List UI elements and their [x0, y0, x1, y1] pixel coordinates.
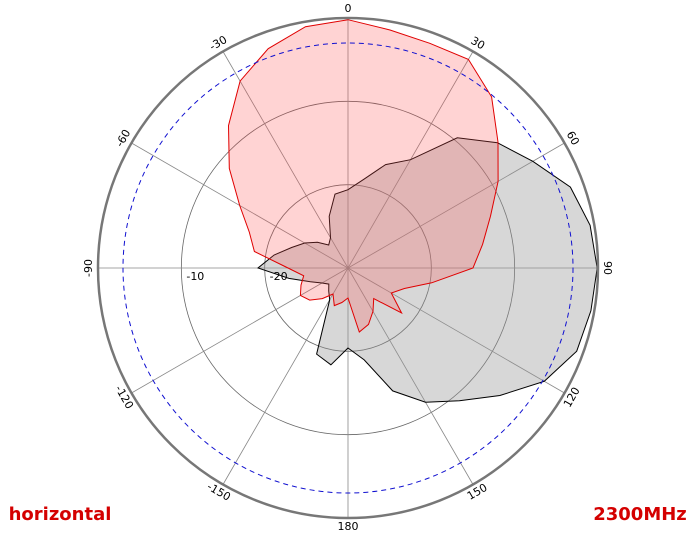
theta-tick-label: -90 [82, 259, 95, 277]
theta-tick-label: -120 [112, 383, 136, 411]
theta-tick-label: 60 [564, 129, 582, 148]
r-tick-label: -10 [186, 270, 204, 283]
grid-spoke [222, 267, 349, 485]
corner-label: 2300MHz [593, 504, 687, 525]
grid-spoke [131, 267, 349, 394]
grid-spoke [222, 51, 349, 269]
theta-tick-label: -150 [205, 480, 233, 504]
theta-tick-label: 30 [468, 34, 487, 52]
theta-tick-label: 150 [465, 481, 490, 503]
pattern-trace [227, 19, 499, 333]
reference-circle [122, 42, 574, 494]
grid-spoke [347, 267, 565, 394]
theta-tick-label: 90 [601, 261, 614, 275]
theta-tick-label: 180 [338, 520, 359, 530]
pattern-trace [256, 137, 598, 403]
corner-label: horizontal [9, 504, 112, 525]
grid-spoke [347, 142, 565, 269]
outer-circle [96, 16, 600, 520]
theta-tick-label: 0 [345, 2, 352, 15]
theta-tick-label: 120 [561, 385, 583, 410]
r-tick-label: -20 [270, 270, 288, 283]
grid-spoke [347, 267, 474, 485]
